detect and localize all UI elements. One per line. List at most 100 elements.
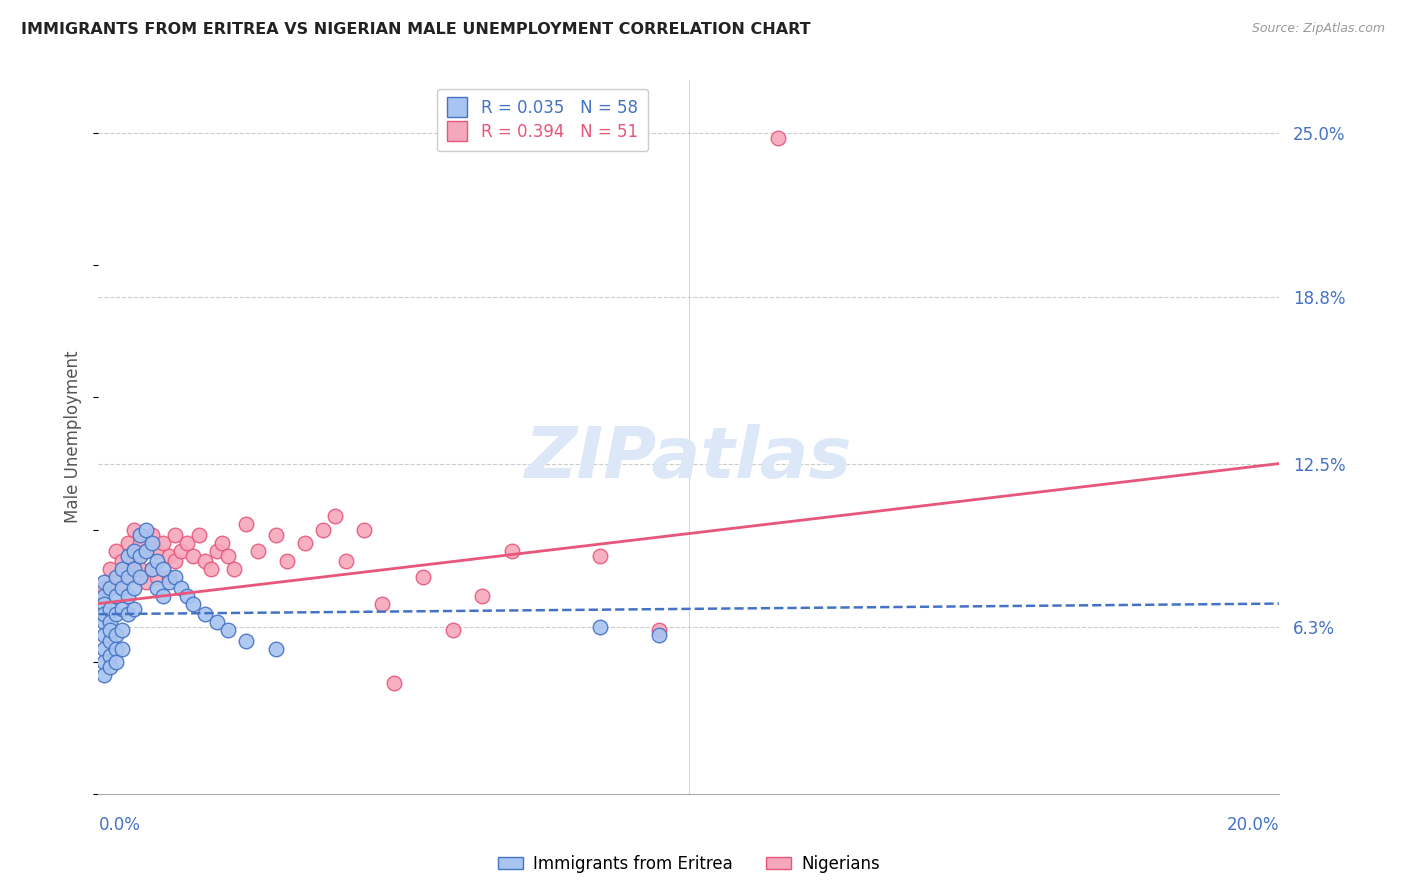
Point [294, 536, 316, 550]
Text: 20.0%: 20.0% [1227, 816, 1279, 834]
Point [165, 570, 187, 584]
Point [224, 562, 246, 576]
Point [135, 523, 157, 537]
Text: IMMIGRANTS FROM ERITREA VS NIGERIAN MALE UNEMPLOYMENT CORRELATION CHART: IMMIGRANTS FROM ERITREA VS NIGERIAN MALE… [21, 22, 811, 37]
Point [111, 562, 134, 576]
Point [152, 562, 174, 576]
Point [111, 554, 134, 568]
Point [117, 570, 139, 584]
Point [135, 543, 157, 558]
Point [93, 589, 115, 603]
Point [128, 562, 150, 576]
Point [122, 543, 145, 558]
Point [165, 554, 187, 568]
Point [117, 549, 139, 563]
Point [117, 589, 139, 603]
Point [93, 607, 115, 622]
Legend: Immigrants from Eritrea, Nigerians: Immigrants from Eritrea, Nigerians [491, 848, 887, 880]
Point [93, 615, 115, 629]
Point [105, 570, 128, 584]
Point [122, 554, 145, 568]
Point [146, 581, 169, 595]
Point [235, 517, 257, 532]
Point [412, 570, 434, 584]
Text: 0.0%: 0.0% [98, 816, 141, 834]
Point [176, 589, 198, 603]
Point [117, 536, 139, 550]
Point [98, 660, 121, 674]
Point [371, 597, 394, 611]
Point [181, 597, 204, 611]
Point [105, 655, 128, 669]
Point [176, 536, 198, 550]
Point [111, 641, 134, 656]
Point [211, 536, 233, 550]
Point [98, 623, 121, 637]
Point [98, 581, 121, 595]
Point [105, 589, 128, 603]
Point [93, 668, 115, 682]
Point [648, 623, 671, 637]
Y-axis label: Male Unemployment: Male Unemployment [65, 351, 83, 524]
Point [471, 589, 494, 603]
Point [128, 528, 150, 542]
Point [111, 623, 134, 637]
Point [246, 543, 269, 558]
Point [111, 581, 134, 595]
Point [152, 536, 174, 550]
Point [122, 581, 145, 595]
Point [264, 528, 287, 542]
Point [335, 554, 357, 568]
Point [353, 523, 375, 537]
Point [648, 628, 671, 642]
Point [217, 549, 239, 563]
Point [312, 523, 335, 537]
Point [589, 620, 612, 634]
Point [117, 570, 139, 584]
Point [93, 628, 115, 642]
Point [141, 562, 163, 576]
Point [135, 543, 157, 558]
Point [165, 528, 187, 542]
Point [501, 543, 523, 558]
Point [135, 575, 157, 590]
Point [264, 641, 287, 656]
Point [152, 589, 174, 603]
Point [205, 615, 228, 629]
Point [98, 649, 121, 664]
Point [181, 549, 204, 563]
Point [105, 628, 128, 642]
Point [589, 549, 612, 563]
Point [235, 633, 257, 648]
Point [128, 570, 150, 584]
Point [194, 607, 217, 622]
Point [98, 615, 121, 629]
Point [157, 570, 180, 584]
Point [122, 523, 145, 537]
Point [98, 602, 121, 616]
Point [141, 528, 163, 542]
Point [93, 655, 115, 669]
Point [170, 543, 193, 558]
Point [382, 676, 405, 690]
Point [200, 562, 222, 576]
Point [441, 623, 464, 637]
Point [122, 562, 145, 576]
Point [276, 554, 298, 568]
Point [111, 602, 134, 616]
Point [111, 581, 134, 595]
Point [146, 543, 169, 558]
Point [128, 536, 150, 550]
Point [187, 528, 209, 542]
Point [93, 575, 115, 590]
Point [128, 549, 150, 563]
Point [98, 633, 121, 648]
Point [93, 641, 115, 656]
Text: ZIPatlas: ZIPatlas [526, 424, 852, 493]
Point [105, 641, 128, 656]
Point [146, 554, 169, 568]
Point [205, 543, 228, 558]
Legend: R = 0.035   N = 58, R = 0.394   N = 51: R = 0.035 N = 58, R = 0.394 N = 51 [437, 88, 648, 152]
Point [93, 581, 115, 595]
Point [170, 581, 193, 595]
